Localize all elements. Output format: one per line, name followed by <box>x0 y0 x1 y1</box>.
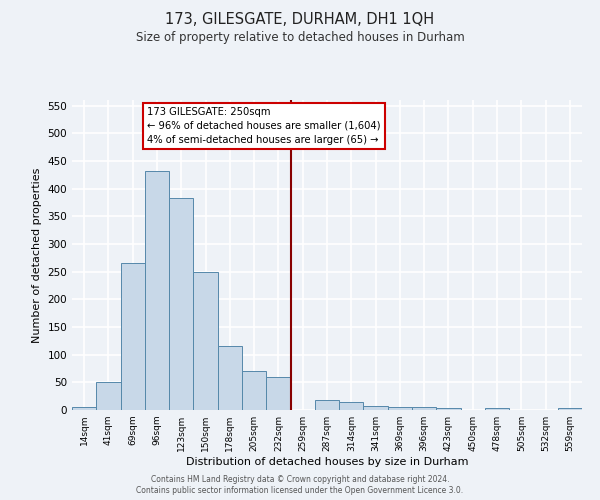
Bar <box>485 408 509 410</box>
Bar <box>266 377 290 410</box>
Text: 173, GILESGATE, DURHAM, DH1 1QH: 173, GILESGATE, DURHAM, DH1 1QH <box>166 12 434 28</box>
Bar <box>242 371 266 410</box>
Bar <box>169 198 193 410</box>
Text: Size of property relative to detached houses in Durham: Size of property relative to detached ho… <box>136 31 464 44</box>
Bar <box>436 408 461 410</box>
Bar <box>121 264 145 410</box>
Bar <box>145 171 169 410</box>
X-axis label: Distribution of detached houses by size in Durham: Distribution of detached houses by size … <box>186 457 468 467</box>
Bar <box>364 406 388 410</box>
Bar <box>96 382 121 410</box>
Bar <box>339 402 364 410</box>
Bar <box>193 272 218 410</box>
Text: Contains HM Land Registry data © Crown copyright and database right 2024.: Contains HM Land Registry data © Crown c… <box>151 475 449 484</box>
Bar <box>72 407 96 410</box>
Bar <box>558 408 582 410</box>
Y-axis label: Number of detached properties: Number of detached properties <box>32 168 42 342</box>
Text: Contains public sector information licensed under the Open Government Licence 3.: Contains public sector information licen… <box>136 486 464 495</box>
Bar <box>218 346 242 410</box>
Bar <box>315 400 339 410</box>
Bar <box>388 407 412 410</box>
Text: 173 GILESGATE: 250sqm
← 96% of detached houses are smaller (1,604)
4% of semi-de: 173 GILESGATE: 250sqm ← 96% of detached … <box>147 106 381 144</box>
Bar <box>412 407 436 410</box>
